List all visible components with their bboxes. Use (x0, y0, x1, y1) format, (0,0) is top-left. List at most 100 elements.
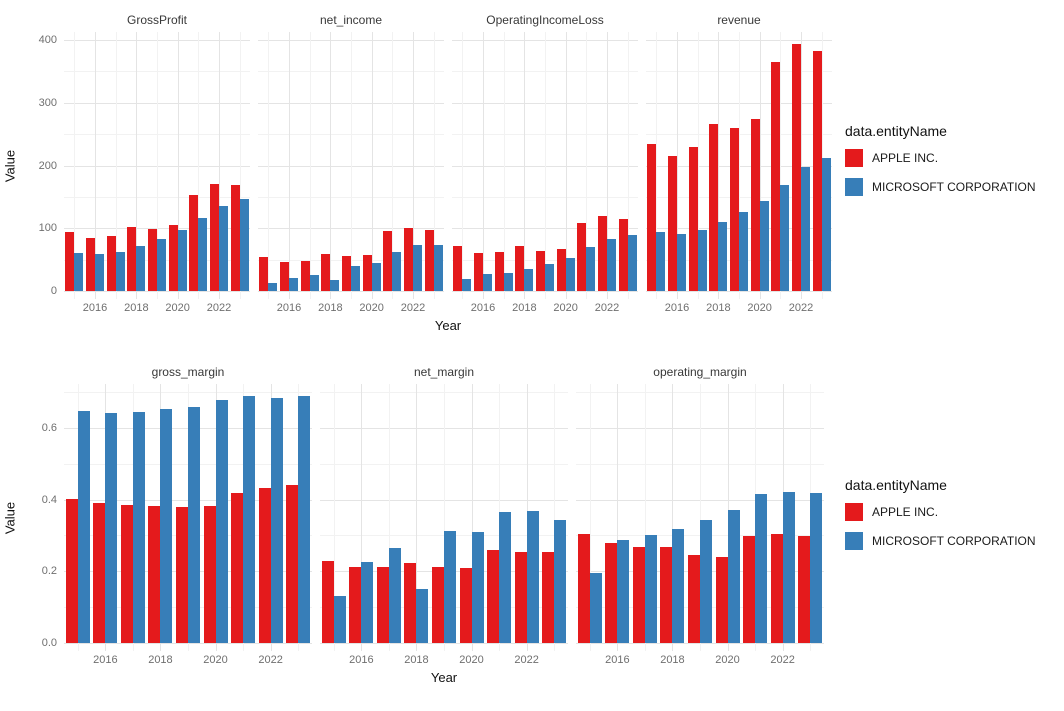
x-axis-title: Year (434, 318, 462, 333)
bar-gross_margin-2022-microsoft (270, 397, 283, 644)
x-tick-label: 2020 (715, 654, 740, 666)
bar-GrossProfit-2017-microsoft (115, 251, 125, 291)
bar-net_income-2019-microsoft (351, 266, 360, 291)
y-axis-title: Value (2, 501, 18, 534)
gridline-minor (545, 32, 546, 299)
x-axis-ticks: 2016 2018 2020 2022 (258, 299, 444, 317)
bar-revenue-2016-microsoft (677, 233, 686, 291)
x-tick-label: 2022 (770, 654, 795, 666)
bar-OperatingIncomeLoss-2015-microsoft (462, 279, 472, 291)
bar-OperatingIncomeLoss-2018-microsoft (524, 268, 534, 291)
bar-OperatingIncomeLoss-2016-apple (474, 253, 483, 291)
gridline-minor (309, 32, 311, 299)
bar-revenue-2018-microsoft (718, 221, 728, 291)
bar-operating_margin-2021-apple (743, 536, 756, 644)
facet-panel (576, 384, 824, 651)
bar-GrossProfit-2023-microsoft (239, 199, 249, 291)
facet-net_margin: net_margin 2016 2018 2020 2022 (320, 360, 568, 669)
gridline-major (330, 32, 332, 299)
bar-revenue-2015-microsoft (656, 232, 666, 291)
facet-title: operating_margin (653, 365, 747, 379)
x-tick-label: 2022 (400, 302, 426, 314)
legend-item-label: MICROSOFT CORPORATION (872, 534, 1036, 548)
bar-OperatingIncomeLoss-2017-apple (494, 252, 504, 291)
bar-net_income-2020-apple (362, 254, 372, 291)
bar-revenue-2023-apple (812, 50, 822, 291)
bar-operating_margin-2015-apple (577, 533, 590, 644)
bar-gross_margin-2021-apple (231, 493, 244, 644)
bar-revenue-2020-microsoft (759, 201, 769, 291)
bar-net_income-2021-apple (383, 231, 393, 291)
facet-panel (320, 384, 568, 651)
bar-OperatingIncomeLoss-2022-microsoft (607, 238, 616, 291)
legend-item: APPLE INC. (845, 503, 1036, 521)
bar-operating_margin-2016-microsoft (617, 540, 630, 644)
gridline-minor (268, 32, 270, 299)
gridline-minor (157, 32, 158, 299)
bar-operating_margin-2018-microsoft (672, 528, 685, 644)
gridline-minor (739, 32, 740, 299)
bar-OperatingIncomeLoss-2023-microsoft (627, 235, 637, 291)
bar-operating_margin-2018-apple (660, 547, 673, 644)
bar-revenue-2019-apple (730, 127, 739, 291)
facet-revenue: revenue 2016 2018 2020 2022 (646, 8, 832, 317)
bar-GrossProfit-2020-apple (168, 225, 178, 291)
gridline-minor (351, 32, 352, 299)
bar-net_margin-2018-apple (404, 562, 417, 644)
bar-operating_margin-2020-microsoft (727, 509, 740, 644)
bar-operating_margin-2022-apple (770, 534, 783, 644)
bar-operating_margin-2021-microsoft (755, 493, 768, 644)
facets-wrap: GrossProfit 2016 2018 2020 2022 net_income 201… (64, 8, 832, 338)
gridline-major (136, 32, 138, 299)
facet-operating_margin: operating_margin 2016 2018 2020 2022 (576, 360, 824, 669)
legend-item-label: APPLE INC. (872, 505, 939, 519)
bar-revenue-2023-microsoft (821, 158, 831, 291)
bar-GrossProfit-2022-microsoft (219, 205, 228, 291)
gridline-minor (656, 32, 658, 299)
gridline-major (471, 384, 473, 651)
bar-gross_margin-2020-microsoft (215, 399, 228, 644)
bar-OperatingIncomeLoss-2019-apple (536, 250, 545, 291)
bar-GrossProfit-2015-apple (65, 232, 75, 291)
gridline-minor (198, 32, 200, 299)
x-tick-label: 2022 (206, 302, 232, 314)
gridline-major (677, 32, 678, 299)
bar-net_income-2015-microsoft (268, 283, 278, 291)
gridline-major (289, 32, 290, 299)
facet-panel (64, 384, 312, 651)
legend-key-apple (845, 149, 863, 167)
facet-title: net_margin (413, 365, 475, 379)
gridline-minor (239, 32, 241, 299)
x-tick-label: 2020 (359, 302, 384, 314)
legend-item-label: APPLE INC. (872, 151, 939, 165)
facets-wrap: gross_margin 2016 2018 2020 2022 net_margin 20… (64, 360, 824, 694)
x-axis-ticks: 2016 2018 2020 2022 (64, 651, 312, 669)
bar-OperatingIncomeLoss-2018-apple (515, 246, 525, 291)
bar-net_margin-2020-microsoft (471, 531, 484, 644)
bar-net_margin-2023-microsoft (554, 520, 567, 644)
facets: GrossProfit 2016 2018 2020 2022 net_income 201… (64, 8, 832, 317)
gridline-major (413, 32, 414, 299)
bar-revenue-2022-microsoft (801, 166, 810, 291)
x-tick-label: 2016 (605, 654, 630, 666)
bar-GrossProfit-2021-apple (189, 195, 199, 291)
bar-net_margin-2020-apple (459, 568, 472, 644)
bar-net_margin-2021-microsoft (499, 512, 512, 644)
gridline-minor (697, 32, 699, 299)
gridline-minor (554, 384, 556, 651)
facet-gross_margin: gross_margin 2016 2018 2020 2022 (64, 360, 312, 669)
bar-gross_margin-2022-apple (258, 487, 271, 644)
x-tick-label: 2020 (165, 302, 190, 314)
x-tick-label: 2016 (470, 302, 496, 314)
bar-gross_margin-2021-microsoft (243, 395, 256, 644)
gridline-minor (503, 32, 505, 299)
y-axis-title-column: Value (0, 8, 20, 338)
bar-net_income-2017-microsoft (309, 274, 319, 291)
x-tick-label: 2022 (594, 302, 620, 314)
x-tick-label: 2016 (93, 654, 118, 666)
gridline-minor (589, 384, 591, 651)
legend-key-apple (845, 503, 863, 521)
gridline-major (416, 384, 418, 651)
bar-net_margin-2015-microsoft (333, 596, 346, 644)
